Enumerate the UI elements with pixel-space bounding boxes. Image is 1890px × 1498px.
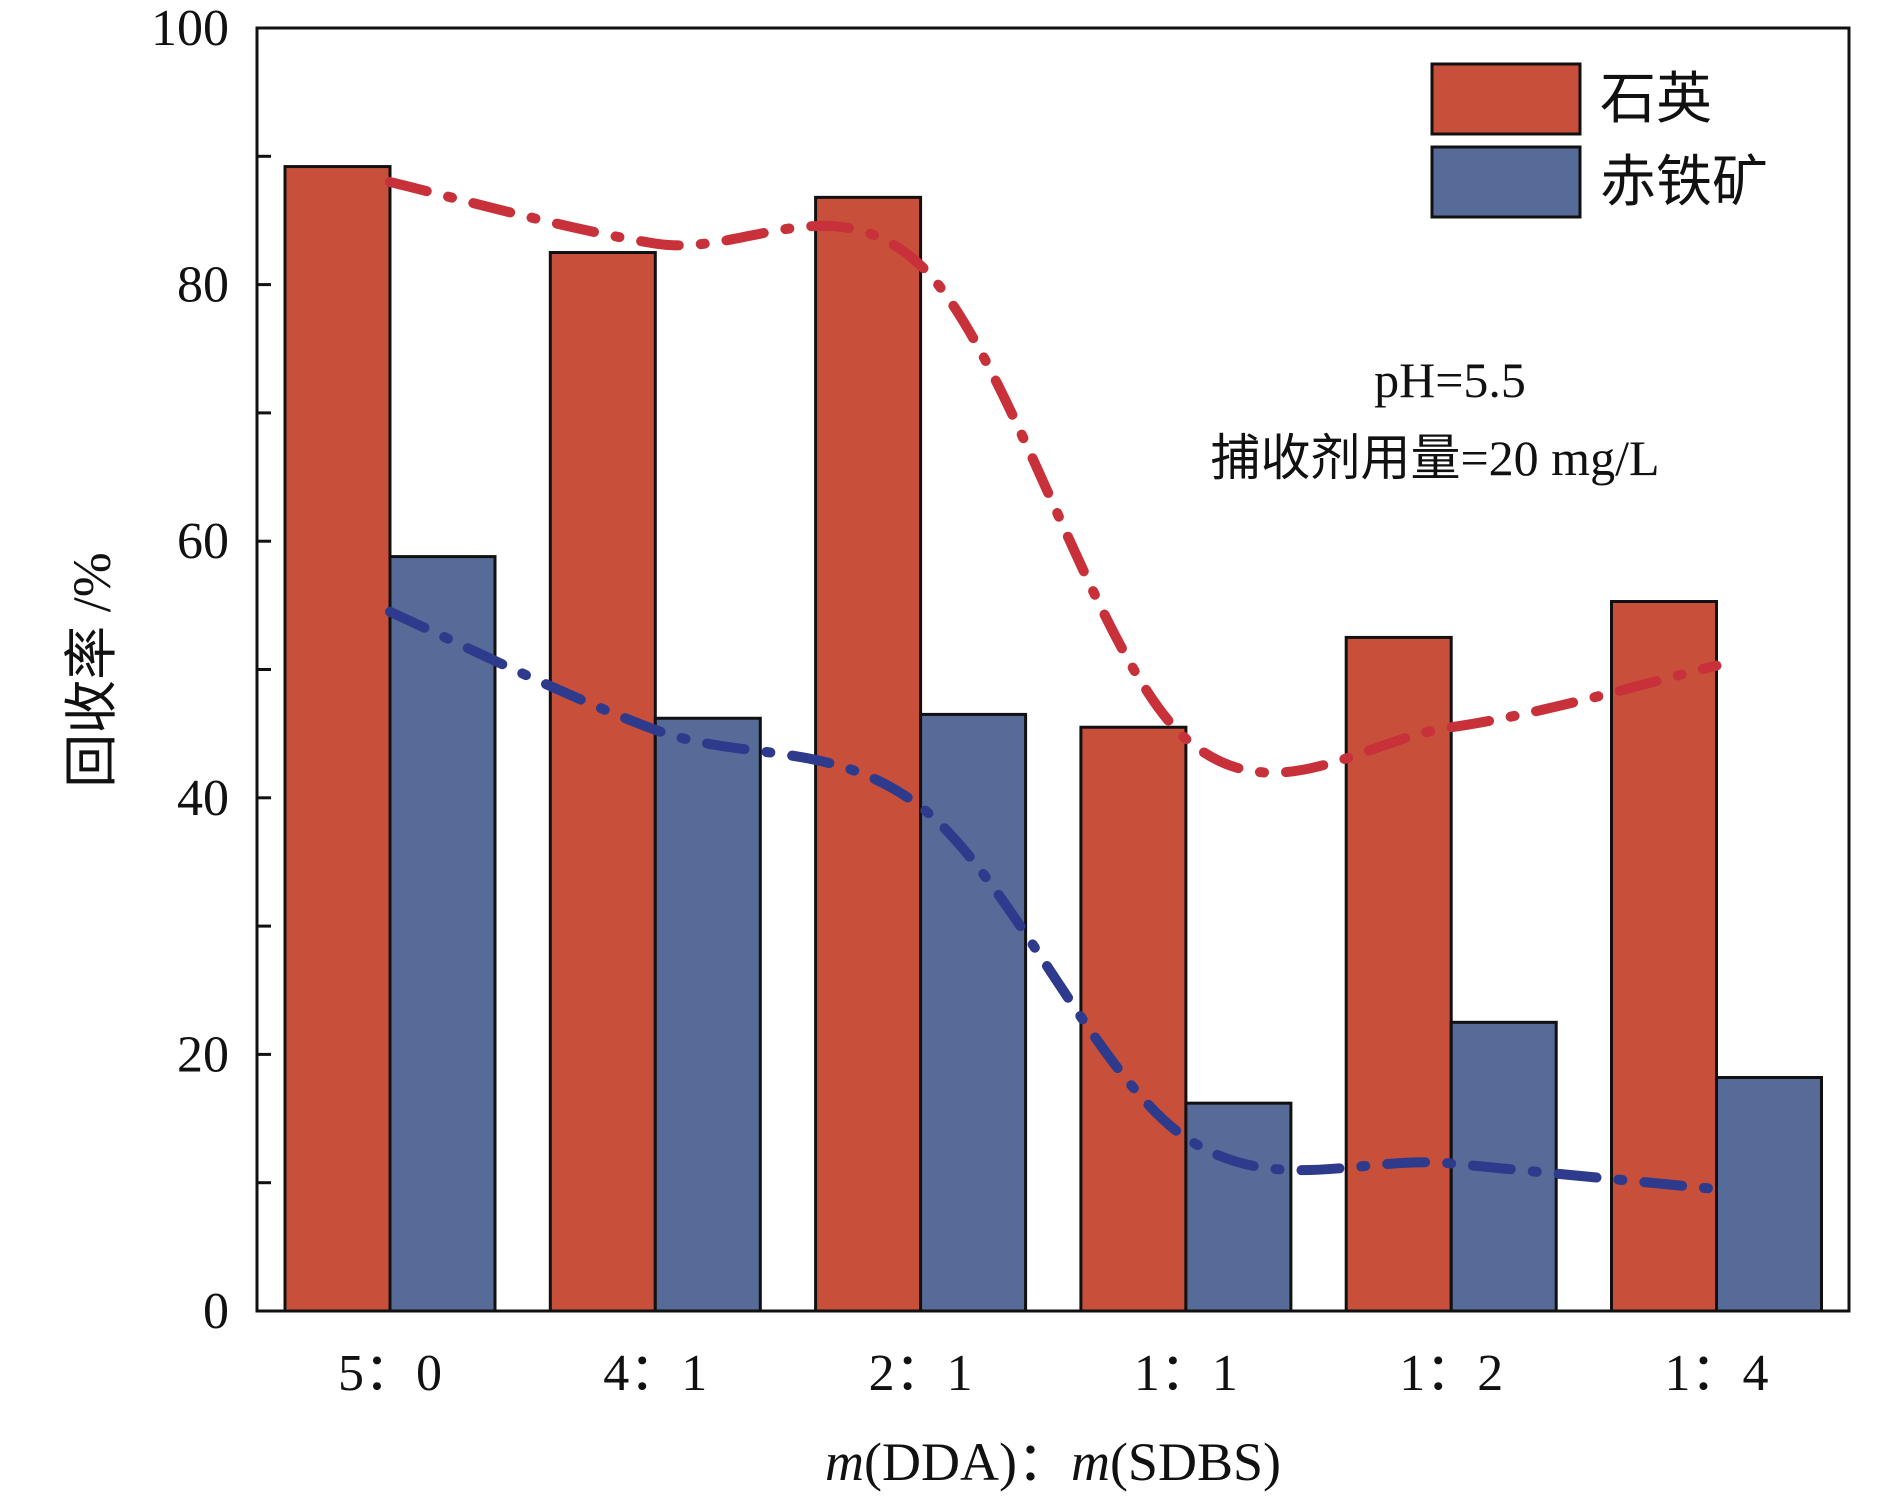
legend-swatch-quartz <box>1430 62 1582 136</box>
x-tick-label: 1：1 <box>1134 1345 1238 1402</box>
x-tick-label: 2：1 <box>869 1345 973 1402</box>
bar-quartz-5 <box>1610 600 1718 1313</box>
y-tick-label: 40 <box>177 770 229 827</box>
x-axis-title: m(DDA)：m(SDBS) <box>825 1432 1281 1492</box>
y-tick-label: 100 <box>151 0 229 57</box>
trend-line-quartz <box>385 176 1722 778</box>
bar-hematite-1 <box>653 716 762 1313</box>
bar-hematite-3 <box>1184 1101 1293 1313</box>
legend: 石英 赤铁矿 <box>1430 62 1768 219</box>
legend-swatch-hematite <box>1430 145 1582 219</box>
legend-label-hematite: 赤铁矿 <box>1600 152 1768 214</box>
y-tick-label: 20 <box>177 1026 229 1083</box>
bar-hematite-2 <box>919 712 1028 1313</box>
y-axis-title: 回收率 /% <box>62 552 122 788</box>
x-tick-label: 4：1 <box>603 1345 707 1402</box>
annotation-ph: pH=5.5 <box>1374 352 1526 408</box>
x-tick-label: 1：2 <box>1399 1345 1503 1402</box>
bar-quartz-1 <box>548 251 657 1313</box>
y-tick-label: 0 <box>203 1283 229 1340</box>
y-ticks-layer: 0 20 40 60 80 100 <box>151 0 271 1340</box>
bar-hematite-0 <box>388 555 497 1313</box>
y-tick-label: 80 <box>177 257 229 314</box>
x-axis-title-separator: ： <box>1017 1432 1071 1492</box>
x-axis-title-m1: m <box>825 1432 864 1492</box>
x-axis-title-dda: (DDA) <box>864 1432 1017 1492</box>
x-axis-title-sdbs: (SDBS) <box>1110 1432 1281 1492</box>
x-ticks-layer: 5：0 4：1 2：1 1：1 1：2 1：4 <box>338 1345 1769 1402</box>
bar-quartz-4 <box>1344 635 1453 1313</box>
x-tick-label: 1：4 <box>1664 1345 1768 1402</box>
x-tick-label: 5：0 <box>338 1345 442 1402</box>
legend-label-quartz: 石英 <box>1600 69 1712 131</box>
x-axis-title-m2: m <box>1071 1432 1110 1492</box>
bar-quartz-3 <box>1079 725 1188 1313</box>
trend-lines-layer <box>385 176 1722 1195</box>
bars-layer <box>283 165 1823 1313</box>
bar-quartz-2 <box>814 195 923 1313</box>
bar-quartz-0 <box>283 165 392 1313</box>
annotation-dosage: 捕收剂用量=20 mg/L <box>1210 430 1659 486</box>
y-tick-label: 60 <box>177 513 229 570</box>
bar-hematite-5 <box>1715 1075 1823 1313</box>
trend-line-hematite <box>385 606 1722 1195</box>
